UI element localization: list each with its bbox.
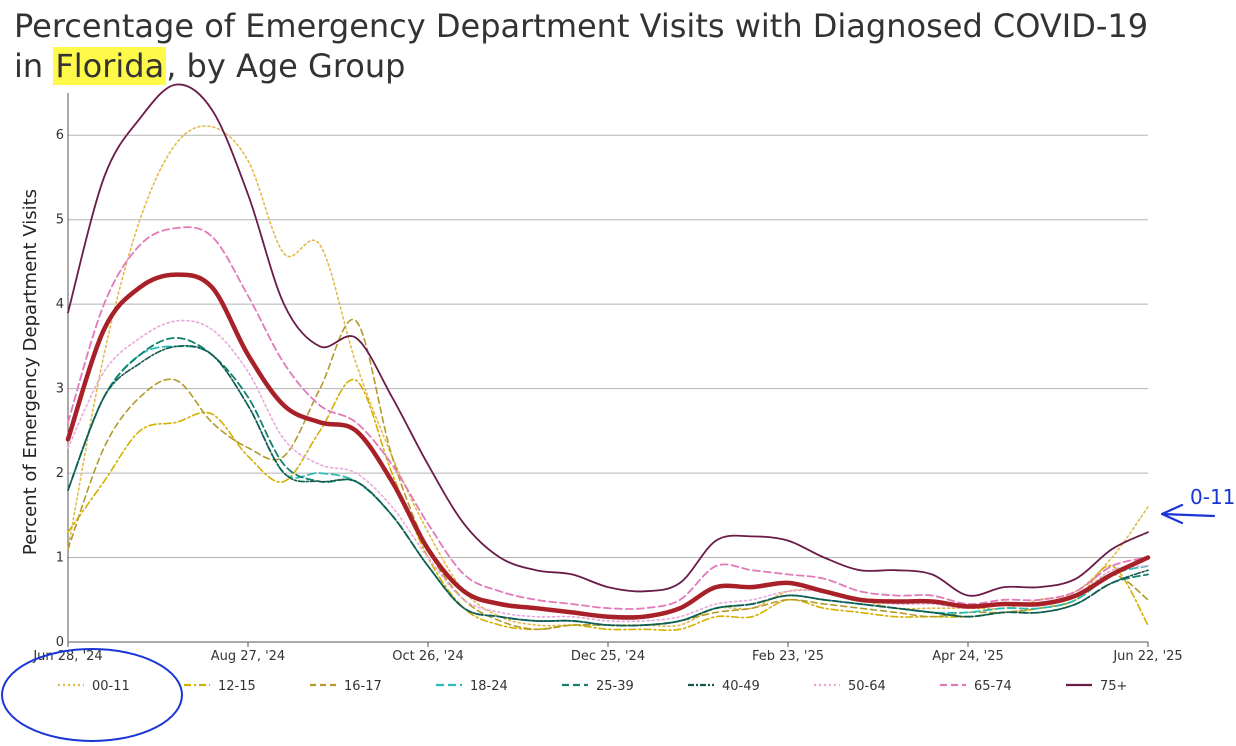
legend-label: 40-49: [722, 679, 760, 694]
legend: 00-11 12-15 16-17 18-24 25-39 40-49 50-64 65-74…: [58, 679, 1127, 694]
series-line-overall: [65, 272, 1151, 620]
series-line-16-17: [67, 318, 1149, 631]
x-tick-label: Jun 22, '25: [1112, 649, 1182, 664]
x-axis: Jun 28, '24 Aug 27, '24 Oct 26, '24 Dec 25,…: [32, 641, 1183, 664]
x-tick-label: Apr 24, '25: [932, 649, 1004, 664]
handwritten-annotations: 0-11: [1, 485, 1235, 742]
legend-label: 65-74: [974, 679, 1012, 694]
x-tick-label: Oct 26, '24: [392, 649, 464, 664]
x-tick-label: Dec 25, '24: [571, 649, 645, 664]
title-line-1: Percentage of Emergency Department Visit…: [14, 7, 1149, 45]
legend-label: 12-15: [218, 679, 256, 694]
y-tick-label: 4: [56, 297, 64, 312]
x-tick-label: Feb 23, '25: [752, 649, 824, 664]
arrow-annotation: [1160, 503, 1216, 525]
series-line-50-64: [67, 319, 1149, 623]
series-line-65-74: [67, 226, 1149, 610]
annotation-text: 0-11: [1190, 485, 1235, 509]
legend-label: 16-17: [344, 679, 382, 694]
legend-label: 18-24: [470, 679, 508, 694]
y-tick-label: 2: [56, 466, 64, 481]
title-highlight-florida: Florida: [53, 47, 167, 85]
legend-label: 50-64: [848, 679, 886, 694]
series-line-40-49: [67, 344, 1149, 627]
legend-circle-annotation: [1, 648, 183, 742]
x-tick-label: Jun 28, '24: [32, 649, 102, 664]
title-line-2: in Florida, by Age Group: [14, 46, 1148, 86]
title-prefix: in: [14, 47, 54, 85]
series-line-75-: [67, 83, 1149, 597]
chart-title: Percentage of Emergency Department Visit…: [14, 6, 1148, 86]
y-tick-label: 6: [56, 128, 64, 143]
legend-label: 00-11: [92, 679, 130, 694]
y-tick-label: 1: [56, 551, 64, 566]
title-suffix: , by Age Group: [166, 47, 406, 85]
grid-lines: [68, 134, 1148, 559]
legend-label: 75+: [1100, 679, 1127, 694]
y-tick-label: 3: [56, 382, 64, 397]
y-tick-label: 5: [56, 213, 64, 228]
y-tick-label: 0: [56, 635, 64, 650]
x-tick-label: Aug 27, '24: [211, 649, 285, 664]
series-layer: [65, 83, 1151, 632]
y-axis: 0 1 2 3 4 5 6: [56, 93, 69, 650]
legend-label: 25-39: [596, 679, 634, 694]
series-line-25-39: [67, 337, 1149, 627]
y-axis-label: Percent of Emergency Department Visits: [20, 189, 41, 555]
